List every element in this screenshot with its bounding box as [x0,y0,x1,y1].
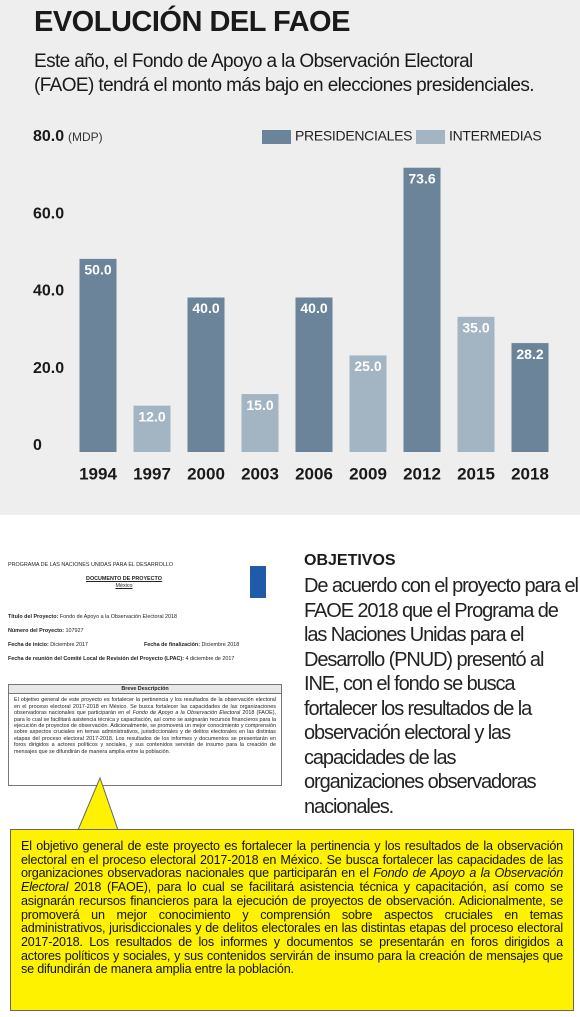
x-tick-label: 2009 [349,464,387,483]
bar [79,258,117,452]
callout-text: El objetivo general de este proyecto es … [21,839,563,881]
value-label: 40.0 [300,300,327,316]
field-label: Título del Proyecto: [8,614,59,620]
x-tick-label: 1997 [133,464,171,483]
y-tick-label: 40.0 [33,283,64,300]
value-label: 40.0 [192,300,219,316]
bar [403,167,441,452]
value-label: 15.0 [246,397,273,413]
field-value: 4 diciembre de 2017 [185,656,235,662]
doc-field: Fecha de inicio: Diciembre 2017 [8,642,88,648]
callout-box: El objetivo general de este proyecto es … [10,829,574,1011]
chart-title: EVOLUCIÓN DEL FAOE [34,6,350,38]
x-tick-label: 2003 [241,464,279,483]
value-label: 35.0 [462,320,489,336]
x-tick-label: 2006 [295,464,333,483]
doc-organization: PROGRAMA DE LAS NACIONES UNIDAS PARA EL … [8,562,174,568]
doc-field: Fecha de reunión del Comité Local de Rev… [8,656,234,662]
y-tick-label: 0 [33,437,42,454]
value-label: 28.2 [516,346,543,362]
legend-label: PRESIDENCIALES [295,128,412,144]
value-label: 12.0 [138,408,165,424]
document-image: PROGRAMA DE LAS NACIONES UNIDAS PARA EL … [4,556,290,788]
chart-subtitle: Este año, el Fondo de Apoyo a la Observa… [34,51,535,96]
y-tick-label: 60.0 [33,205,64,222]
field-label: Número del Proyecto: [8,628,65,634]
objectives-heading: OBJETIVOS [304,552,396,569]
y-unit: (MDP) [68,130,103,144]
field-label: Fecha de inicio: [8,642,49,648]
bar [133,405,171,452]
value-label: 73.6 [408,170,435,186]
x-tick-label: 2015 [457,464,495,483]
bar [511,343,549,452]
x-tick-label: 2012 [403,464,441,483]
bar [457,316,495,452]
doc-field: Fecha de finalización: Diciembre 2018 [144,642,239,648]
desc-italic: Fondo de Apoyo a la Observación Electora… [132,710,241,717]
chart: 0 20.0 40.0 60.0 80.0 (MDP) PRESIDENCIALES INTE… [0,0,580,515]
doc-description-box: Breve Descripción El objetivo general de… [8,684,282,786]
callout-pointer [77,776,119,831]
field-label: Fecha de reunión del Comité Local de Rev… [8,656,185,662]
value-label: 25.0 [354,358,381,374]
x-tick-label: 2018 [511,464,549,483]
undp-logo [250,566,266,598]
callout-italic: Fondo de Apoyo a la Observación Electora… [21,866,564,895]
bar [349,355,387,452]
y-tick-label: 80.0 [33,128,64,145]
value-label: 50.0 [84,262,111,278]
doc-country: México [115,583,133,589]
field-value: 107927 [65,628,84,634]
legend-label: INTERMEDIAS [449,128,541,144]
pointer-shape [77,776,119,831]
x-tick-label: 1994 [79,464,117,483]
bar [295,297,333,452]
legend-swatch [416,130,445,144]
y-tick-label: 20.0 [33,360,64,377]
bar [241,394,279,452]
field-value: Fondo de Apoyo a la Observación Electora… [59,614,178,620]
x-tick-label: 2000 [187,464,225,483]
bar [187,297,225,452]
doc-box-title: Breve Descripción [9,685,281,695]
desc-text: El objetivo general de este proyecto es … [14,697,276,717]
doc-description: El objetivo general de este proyecto es … [9,694,281,758]
field-label: Fecha de finalización: [144,642,201,648]
legend-swatch [262,130,291,144]
field-value: Diciembre 2018 [201,642,240,648]
field-value: Diciembre 2017 [50,642,89,648]
objectives-text: De acuerdo con el proyecto para el FAOE … [304,575,579,818]
desc-text: 2018 (FAOE), para lo cual se facilitará … [14,710,276,755]
doc-field: Título del Proyecto: Fondo de Apoyo a la… [8,614,177,620]
callout-text: 2018 (FAOE), para lo cual se facilitará … [21,880,563,977]
doc-field: Número del Proyecto: 107927 [8,628,84,634]
doc-title: DOCUMENTO DE PROYECTO [86,576,162,582]
